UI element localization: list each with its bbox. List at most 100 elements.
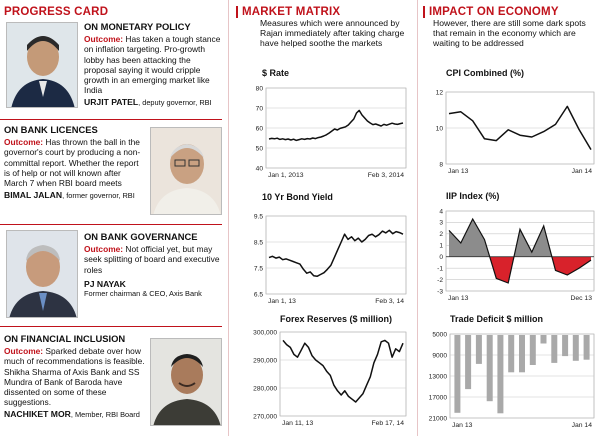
x-tick-label: Feb 17, 14 bbox=[372, 420, 405, 427]
pj-nayak-photo bbox=[6, 230, 78, 318]
y-tick-label: 5000 bbox=[432, 331, 447, 338]
y-tick-label: 60 bbox=[256, 125, 264, 132]
y-tick-label: 9000 bbox=[432, 352, 447, 359]
market-matrix-description: Measures which were announced by Rajan i… bbox=[260, 18, 405, 49]
x-tick-label: Jan 1, 2013 bbox=[268, 172, 304, 179]
outcome-label: Outcome: bbox=[4, 137, 44, 148]
bar bbox=[508, 335, 515, 373]
outcome-text: Has taken a tough stance on inflation ta… bbox=[84, 34, 221, 96]
y-tick-label: 1 bbox=[439, 243, 443, 250]
x-tick-label: Jan 13 bbox=[448, 168, 469, 175]
column-divider bbox=[228, 0, 229, 436]
card-bank-governance: ON BANK GOVERNANCE Outcome: Not official… bbox=[84, 231, 224, 299]
person-name: BIMAL JALAN bbox=[4, 190, 63, 201]
x-tick-label: Dec 13 bbox=[570, 295, 592, 302]
series-line bbox=[282, 339, 404, 403]
heading-bar bbox=[423, 6, 425, 18]
x-tick-label: Jan 1, 13 bbox=[268, 298, 296, 305]
bar bbox=[519, 335, 525, 373]
divider bbox=[0, 224, 222, 225]
x-tick-label: Feb 3, 14 bbox=[375, 298, 404, 305]
cpi-chart-panel: CPI Combined (%) 8 10 12 Jan 13 Jan 14 bbox=[422, 68, 600, 180]
plot-frame bbox=[279, 331, 407, 417]
y-tick-label: 9.5 bbox=[254, 213, 263, 220]
person-name: NACHIKET MOR bbox=[4, 409, 71, 420]
portrait-illustration bbox=[7, 231, 77, 317]
outcome-text: Not official yet, but may seek splitting… bbox=[84, 244, 220, 275]
outcome-label: Outcome: bbox=[4, 346, 44, 357]
bar bbox=[486, 335, 493, 402]
portrait-illustration bbox=[151, 128, 221, 214]
heading-bar bbox=[236, 6, 238, 18]
y-tick-label: 300,000 bbox=[253, 329, 277, 336]
divider bbox=[0, 326, 222, 327]
iip-chart-panel: IIP Index (%) -3 -2 -1 0 1 2 3 4 Jan 13 Dec 13 bbox=[422, 191, 600, 309]
x-tick-label: Jan 11, 13 bbox=[282, 420, 313, 427]
series-line bbox=[448, 217, 592, 284]
rate-chart-panel: $ Rate 40 50 60 70 80 Jan 1, 2013 Feb 3, 2014 bbox=[240, 68, 414, 188]
person-name: PJ NAYAK bbox=[84, 278, 126, 289]
trade-deficit-chart: 5000 9000 13000 17000 21000 Jan 13 Jan 14 bbox=[429, 331, 595, 429]
y-tick-label: 70 bbox=[256, 105, 264, 112]
y-tick-label: 8 bbox=[439, 161, 443, 168]
bar bbox=[551, 335, 558, 363]
y-tick-label: 8.5 bbox=[254, 239, 263, 246]
bar bbox=[572, 335, 579, 361]
card-monetary-policy: ON MONETARY POLICY Outcome: Has taken a … bbox=[84, 21, 222, 109]
chart-title: 10 Yr Bond Yield bbox=[262, 192, 333, 202]
y-tick-label: 4 bbox=[439, 208, 443, 215]
card-title: ON MONETARY POLICY bbox=[84, 21, 191, 32]
y-tick-label: 290,000 bbox=[253, 357, 277, 364]
impact-description: However, there are still some dark spots… bbox=[433, 18, 586, 49]
y-tick-label: 2 bbox=[439, 231, 443, 238]
x-tick-label: Jan 14 bbox=[572, 168, 593, 175]
bar bbox=[465, 335, 472, 390]
bar bbox=[497, 335, 504, 414]
x-tick-label: Jan 13 bbox=[452, 422, 473, 429]
chart-title: Trade Deficit $ million bbox=[450, 314, 544, 324]
series-line bbox=[268, 229, 404, 278]
trade-chart-panel: Trade Deficit $ million 5000 9000 13000 170… bbox=[422, 314, 600, 434]
y-tick-label: -1 bbox=[437, 265, 443, 272]
person-role: , deputy governor, RBI bbox=[138, 98, 212, 108]
chart-title: CPI Combined (%) bbox=[446, 68, 524, 78]
chart-title: $ Rate bbox=[262, 68, 290, 78]
chart-title: IIP Index (%) bbox=[446, 191, 500, 201]
y-tick-label: 40 bbox=[256, 165, 264, 172]
portrait-illustration bbox=[7, 23, 77, 107]
y-tick-label: 80 bbox=[256, 85, 264, 92]
negative-area bbox=[551, 256, 591, 275]
bond-yield-chart: 6.5 7.5 8.5 9.5 Jan 1, 13 Feb 3, 14 bbox=[254, 213, 407, 305]
outcome-text: Has thrown the ball in the governor's co… bbox=[4, 137, 141, 189]
rate-chart: 40 50 60 70 80 Jan 1, 2013 Feb 3, 2014 bbox=[256, 85, 407, 179]
bar bbox=[562, 335, 569, 357]
urjit-patel-photo bbox=[6, 22, 78, 108]
bond-chart-panel: 10 Yr Bond Yield 6.5 7.5 8.5 9.5 Jan 1, 13 Fe… bbox=[240, 192, 414, 312]
outcome-text: Sparked debate over how much of recommen… bbox=[4, 346, 145, 408]
progress-card-heading: PROGRESS CARD bbox=[4, 6, 109, 18]
y-tick-label: 6.5 bbox=[254, 291, 263, 298]
person-role: Former chairman & CEO, Axis Bank bbox=[84, 289, 202, 299]
y-tick-label: 21000 bbox=[429, 415, 448, 422]
iip-chart: -3 -2 -1 0 1 2 3 4 Jan 13 Dec 13 bbox=[437, 208, 595, 302]
column-divider bbox=[417, 0, 418, 436]
card-title: ON BANK GOVERNANCE bbox=[84, 231, 198, 242]
bimal-jalan-photo bbox=[150, 127, 222, 215]
forex-reserves-chart: 270,000 280,000 290,000 300,000 Jan 11, 13 Fe… bbox=[253, 329, 407, 427]
y-tick-label: 270,000 bbox=[253, 413, 277, 420]
y-tick-label: 3 bbox=[439, 220, 443, 227]
portrait-illustration bbox=[151, 339, 221, 425]
y-tick-label: 13000 bbox=[429, 373, 448, 380]
card-bank-licences: ON BANK LICENCES Outcome: Has thrown the… bbox=[4, 124, 146, 201]
x-tick-label: Feb 3, 2014 bbox=[368, 172, 404, 179]
series-line bbox=[448, 105, 592, 150]
card-financial-inclusion: ON FINANCIAL INCLUSION Outcome: Sparked … bbox=[4, 333, 148, 421]
bar bbox=[475, 335, 482, 364]
x-tick-label: Jan 13 bbox=[448, 295, 469, 302]
y-tick-label: 10 bbox=[436, 125, 444, 132]
market-matrix-heading: MARKET MATRIX bbox=[236, 6, 340, 24]
card-title: ON BANK LICENCES bbox=[4, 124, 98, 135]
y-tick-label: 0 bbox=[439, 254, 443, 261]
outcome-label: Outcome: bbox=[84, 244, 124, 255]
y-tick-label: 7.5 bbox=[254, 265, 263, 272]
